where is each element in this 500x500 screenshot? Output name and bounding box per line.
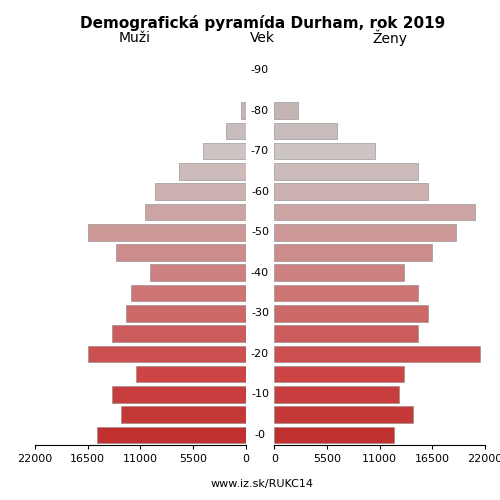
Bar [274,264,404,281]
Text: www.iz.sk/RUKC14: www.iz.sk/RUKC14 [211,480,314,490]
Text: Muži: Muži [119,32,151,46]
Bar [274,346,480,362]
Bar [274,204,475,220]
Bar [145,204,246,220]
Text: -50: -50 [251,227,269,237]
Text: -90: -90 [251,65,269,75]
Bar [121,406,246,423]
Text: -80: -80 [251,106,269,116]
Bar [274,426,394,443]
Bar [274,406,413,423]
Bar [130,284,246,302]
Bar [274,366,404,382]
Bar [97,426,246,443]
Text: -30: -30 [251,308,269,318]
Text: -0: -0 [254,430,266,440]
Bar [136,366,246,382]
Text: Ženy: Ženy [372,29,408,46]
Text: -20: -20 [251,349,269,359]
Text: -10: -10 [251,390,269,400]
Bar [112,386,246,402]
Bar [88,346,246,362]
Bar [226,122,246,139]
Text: Demografická pyramída Durham, rok 2019: Demografická pyramída Durham, rok 2019 [80,15,445,31]
Bar [274,284,418,302]
Bar [116,244,246,261]
Bar [274,184,428,200]
Bar [150,264,246,281]
Text: Vek: Vek [250,32,275,46]
Text: -70: -70 [251,146,269,156]
Bar [274,143,375,160]
Bar [126,305,246,322]
Bar [274,163,418,180]
Bar [112,325,246,342]
Bar [274,102,298,119]
Bar [202,143,246,160]
Bar [88,224,246,240]
Bar [154,184,246,200]
Bar [274,305,428,322]
Bar [241,102,246,119]
Text: -40: -40 [251,268,269,278]
Bar [274,224,456,240]
Bar [274,122,336,139]
Text: -60: -60 [251,186,269,196]
Bar [274,244,432,261]
Bar [274,386,399,402]
Bar [178,163,246,180]
Bar [274,325,418,342]
